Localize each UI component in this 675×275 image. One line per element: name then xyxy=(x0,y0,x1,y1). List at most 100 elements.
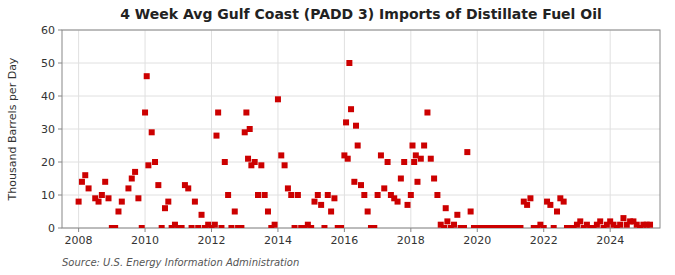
title: 4 Week Avg Gulf Coast (PADD 3) Imports o… xyxy=(120,6,602,22)
point xyxy=(139,225,145,228)
grid xyxy=(62,30,660,228)
point xyxy=(401,159,407,165)
point xyxy=(212,222,218,228)
point xyxy=(288,192,294,198)
point xyxy=(238,225,244,228)
x-tick-label: 2010 xyxy=(131,234,159,247)
x-tick xyxy=(543,228,544,232)
y-tick-label: 10 xyxy=(41,189,55,202)
x-grid-line xyxy=(610,30,611,228)
point xyxy=(144,73,150,79)
point xyxy=(215,110,221,116)
y-tick-label: 30 xyxy=(41,123,55,136)
point xyxy=(311,199,317,205)
point xyxy=(443,205,449,211)
y-tick xyxy=(58,63,62,64)
point xyxy=(195,225,201,228)
point xyxy=(79,179,85,185)
point xyxy=(451,222,457,228)
point xyxy=(96,199,102,205)
point xyxy=(371,225,377,228)
point xyxy=(554,209,560,215)
point xyxy=(398,176,404,182)
y-grid-line xyxy=(62,63,660,64)
point xyxy=(431,176,437,182)
point xyxy=(343,119,349,125)
point xyxy=(245,156,251,162)
point xyxy=(597,218,603,224)
x-grid-line xyxy=(410,30,411,228)
point xyxy=(405,202,411,208)
point xyxy=(282,162,288,168)
background xyxy=(0,0,675,275)
source-note: Source: U.S. Energy Information Administ… xyxy=(62,257,299,268)
point xyxy=(524,202,530,208)
point xyxy=(152,159,158,165)
x-tick xyxy=(610,228,611,232)
point xyxy=(192,199,198,205)
point xyxy=(232,209,238,215)
point xyxy=(547,202,553,208)
x-grid-line xyxy=(211,30,212,228)
point xyxy=(213,133,219,139)
point xyxy=(408,192,414,198)
point xyxy=(243,110,249,116)
point xyxy=(561,199,567,205)
point xyxy=(258,162,264,168)
point xyxy=(165,199,171,205)
point xyxy=(76,199,82,205)
point xyxy=(345,156,351,162)
point xyxy=(135,195,141,201)
point xyxy=(409,143,415,149)
point xyxy=(418,156,424,162)
x-tick-label: 2022 xyxy=(530,234,558,247)
point xyxy=(112,225,118,228)
point xyxy=(620,215,626,221)
point xyxy=(247,126,253,132)
y-tick-label: 60 xyxy=(41,24,55,37)
point xyxy=(125,185,131,191)
x-tick-label: 2024 xyxy=(596,234,624,247)
point xyxy=(428,156,434,162)
axes: 0102030405060200820102012201420162018202… xyxy=(41,24,624,247)
point xyxy=(647,222,653,228)
chart: 0102030405060200820102012201420162018202… xyxy=(0,0,675,275)
y-tick xyxy=(58,162,62,163)
point xyxy=(102,179,108,185)
point xyxy=(315,192,321,198)
x-grid-line xyxy=(145,30,146,228)
point xyxy=(222,159,228,165)
x-tick xyxy=(145,228,146,232)
point xyxy=(441,225,447,228)
x-grid-line xyxy=(543,30,544,228)
point xyxy=(444,218,450,224)
point xyxy=(295,192,301,198)
point xyxy=(414,179,420,185)
point xyxy=(318,202,324,208)
point xyxy=(381,185,387,191)
y-tick xyxy=(58,129,62,130)
point xyxy=(132,169,138,175)
x-grid-line xyxy=(78,30,79,228)
point xyxy=(365,209,371,215)
y-axis-label: Thousand Barrels per Day xyxy=(6,57,19,201)
point xyxy=(218,225,224,228)
point xyxy=(129,176,135,182)
point xyxy=(115,209,121,215)
point xyxy=(149,129,155,135)
x-tick xyxy=(277,228,278,232)
point xyxy=(411,159,417,165)
point xyxy=(265,209,271,215)
x-tick-label: 2018 xyxy=(397,234,425,247)
point xyxy=(228,225,234,228)
y-tick-label: 20 xyxy=(41,156,55,169)
x-tick-label: 2014 xyxy=(264,234,292,247)
y-tick-label: 40 xyxy=(41,90,55,103)
x-tick xyxy=(477,228,478,232)
point xyxy=(346,60,352,66)
y-tick xyxy=(58,195,62,196)
point xyxy=(225,192,231,198)
y-grid-line xyxy=(62,162,660,163)
point xyxy=(255,192,261,198)
point xyxy=(119,199,125,205)
